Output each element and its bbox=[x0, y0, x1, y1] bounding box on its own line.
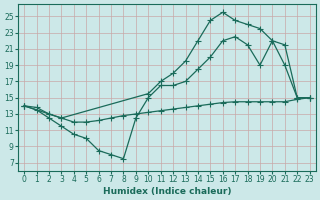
X-axis label: Humidex (Indice chaleur): Humidex (Indice chaleur) bbox=[103, 187, 231, 196]
